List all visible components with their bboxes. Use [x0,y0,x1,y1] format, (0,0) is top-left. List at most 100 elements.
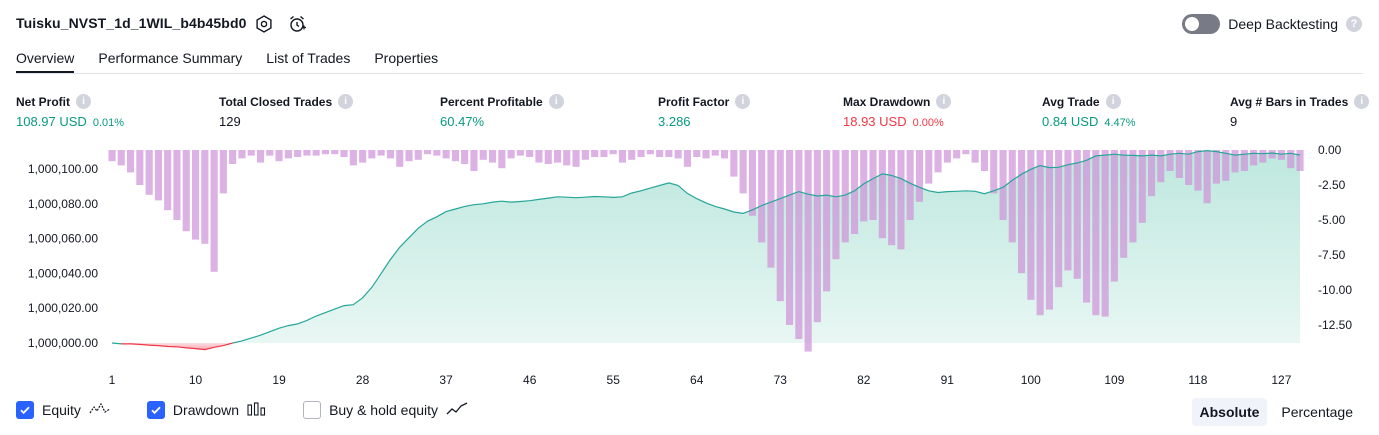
info-icon[interactable]: i [936,94,952,109]
x-tick-label: 55 [607,373,621,387]
equity-checkbox[interactable] [16,401,34,419]
drawdown-bar [999,150,1007,220]
drawdown-bar [748,150,756,216]
drawdown-bar [331,150,339,155]
metric-total-closed-trades: Total Closed Trades i 129 [219,94,354,129]
drawdown-bar [1110,150,1118,282]
drawdown-bar [1250,150,1258,166]
drawdown-bar [776,150,784,302]
x-tick-label: 46 [523,373,537,387]
metric-avg-trade: Avg Trade i 0.84 USD 4.47% [1042,94,1136,129]
mode-absolute[interactable]: Absolute [1191,398,1268,426]
drawdown-bar [1073,150,1081,279]
drawdown-bar [164,150,172,211]
tab-overview[interactable]: Overview [16,48,75,74]
y-right-tick-label: -7.50 [1318,248,1346,262]
x-tick-label: 64 [690,373,704,387]
drawdown-bar [136,150,144,185]
settings-icon[interactable] [254,14,274,34]
tab-performance-summary[interactable]: Performance Summary [98,50,243,66]
y-right-tick-label: -2.50 [1318,178,1346,192]
drawdown-bar [359,150,367,163]
legend-equity[interactable]: Equity [16,401,111,419]
drawdown-bar [154,150,162,201]
drawdown-bar [498,150,506,169]
help-icon[interactable]: ? [1346,16,1362,32]
drawdown-bar [405,150,413,162]
equity-line-icon [89,402,111,419]
drawdown-bar [1018,150,1026,274]
drawdown-bar [489,150,497,163]
drawdown-bar [247,150,255,156]
drawdown-bar [637,150,645,157]
buy-hold-checkbox[interactable] [303,401,322,419]
drawdown-bar [396,150,404,167]
drawdown-bar [1203,150,1211,204]
metric-percent: 0.00% [912,117,944,129]
tab-list-of-trades[interactable]: List of Trades [266,50,351,66]
drawdown-bar [832,150,840,260]
buy-hold-line-icon [446,401,468,419]
x-tick-label: 37 [439,373,453,387]
drawdown-bar [238,150,246,159]
legend-buy-hold-equity[interactable]: Buy & hold equity [303,401,468,419]
y-left-tick-label: 1,000,060.00 [28,232,98,246]
drawdown-bar [275,150,283,162]
drawdown-bar [442,150,450,159]
drawdown-bar [813,150,821,323]
alert-icon[interactable] [287,14,307,34]
mode-percentage[interactable]: Percentage [1281,404,1353,420]
drawdown-bar [953,150,961,159]
drawdown-bars-icon [247,401,267,419]
drawdown-bar [516,150,524,156]
drawdown-bar [173,150,181,220]
info-icon[interactable]: i [76,94,91,109]
info-icon[interactable]: i [338,94,354,109]
drawdown-bar [646,150,654,155]
metric-value: 0.84 USD [1042,114,1099,129]
info-icon[interactable]: i [1105,94,1121,109]
info-icon[interactable]: i [548,94,564,109]
tab-properties[interactable]: Properties [374,50,439,66]
drawdown-bar [257,150,265,163]
metric-label: Avg # Bars in Trades [1230,94,1349,109]
tab-divider [16,73,1363,74]
drawdown-bar [1027,150,1035,300]
drawdown-bar [1036,150,1044,316]
drawdown-bar [229,150,237,164]
drawdown-bar [321,150,329,155]
metric-percent: 4.47% [1104,117,1136,129]
metric-label: Max Drawdown [843,94,931,109]
legend-label: Equity [42,402,81,418]
y-right-tick-label: 0.00 [1318,143,1342,157]
legend-drawdown[interactable]: Drawdown [146,401,267,419]
drawdown-bar [201,150,209,244]
drawdown-bar [554,150,562,163]
equity-chart: 1,000,100.00 1,000,080.00 1,000,060.00 1,00… [28,143,1352,387]
drawdown-bar [1083,150,1091,303]
deep-backtesting-toggle[interactable] [1182,14,1221,34]
metric-value: 3.286 [658,114,691,129]
drawdown-bar [1055,150,1063,288]
drawdown-bar [1148,150,1156,197]
x-tick-label: 73 [774,373,788,387]
x-tick-label: 118 [1188,373,1207,387]
drawdown-bar [1008,150,1016,243]
info-icon[interactable]: i [735,94,751,109]
drawdown-bar [386,150,394,159]
drawdown-bar [182,150,190,232]
drawdown-bar [507,150,515,159]
info-icon[interactable]: i [1354,94,1370,109]
metric-label: Net Profit [16,94,70,109]
drawdown-bar [1287,150,1295,169]
drawdown-bar [730,150,738,177]
drawdown-checkbox[interactable] [146,401,165,419]
drawdown-bar [312,150,320,156]
metric-value: 18.93 USD [843,114,907,129]
equity-line [111,342,122,345]
metric-label: Total Closed Trades [219,94,333,109]
drawdown-bar [943,150,951,163]
drawdown-bar [1138,150,1146,223]
drawdown-bar [1194,150,1202,191]
x-tick-label: 100 [1021,373,1041,387]
